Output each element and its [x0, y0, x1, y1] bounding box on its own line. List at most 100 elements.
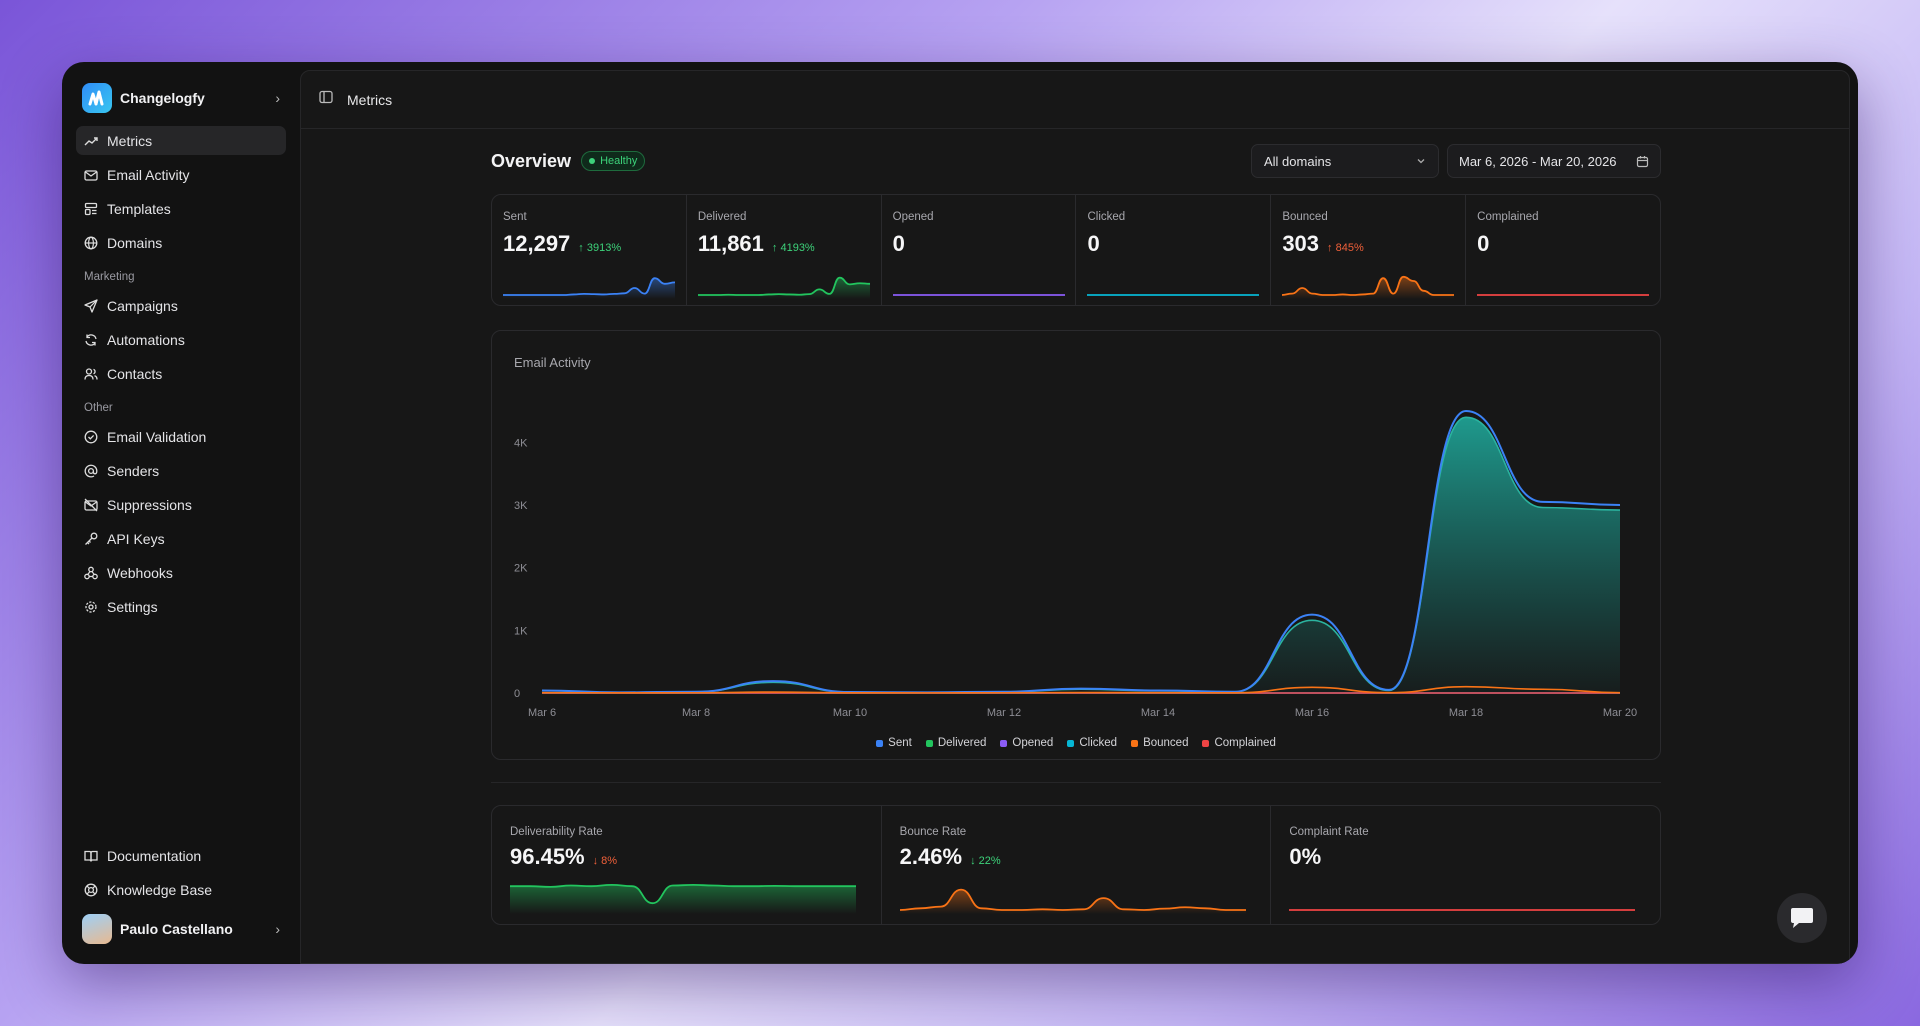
sidebar-item-automations[interactable]: Automations: [76, 325, 286, 354]
gear-icon: [85, 600, 97, 613]
sidebar-item-templates[interactable]: Templates: [76, 194, 286, 223]
filters: All domains Mar 6, 2026 - Mar 20, 2026: [1251, 144, 1661, 178]
legend-label: Opened: [1012, 737, 1054, 749]
date-range-picker[interactable]: Mar 6, 2026 - Mar 20, 2026: [1447, 144, 1661, 178]
sidebar-item-documentation[interactable]: Documentation: [76, 841, 286, 870]
sparkline: [510, 883, 856, 914]
main-panel: Metrics Overview Healthy All domains: [300, 70, 1850, 964]
workspace-name: Changelogfy: [120, 90, 205, 106]
chevron-down-icon: [1416, 154, 1426, 169]
refresh-icon: [85, 333, 97, 346]
metric-delta: ↓ 8%: [592, 855, 618, 867]
user-name: Paulo Castellano: [120, 921, 233, 937]
trending-up-icon: [84, 136, 98, 145]
status-dot-icon: [589, 158, 596, 164]
overview-title: Overview: [491, 150, 572, 171]
series-line-bounced: [541, 685, 1621, 694]
divider: [491, 782, 1661, 783]
sidebar-bottom: Documentation Knowledge Base Paulo Castel…: [76, 841, 286, 946]
globe-icon: [84, 236, 98, 249]
legend-swatch: [925, 739, 933, 747]
metric-delta: ↑ 845%: [1327, 242, 1364, 254]
calendar-icon: [1636, 155, 1649, 167]
sidebar-item-domains[interactable]: Domains: [76, 228, 286, 257]
metric-card-opened: Opened 0: [882, 195, 1077, 305]
sidebar-item-senders[interactable]: Senders: [76, 456, 286, 485]
sidebar-item-api-keys[interactable]: API Keys: [76, 524, 286, 553]
nav-marketing: Campaigns Automations Contacts: [76, 291, 286, 388]
domain-select[interactable]: All domains: [1251, 144, 1439, 178]
overview-header: Overview Healthy All domains Mar 6, 2026…: [491, 129, 1661, 193]
metric-value: 2.46%: [899, 844, 963, 869]
sidebar-item-label: Senders: [107, 462, 160, 479]
status-text: Healthy: [600, 155, 638, 167]
metric-card-complained: Complained 0: [1466, 195, 1660, 305]
legend-item-opened[interactable]: Opened: [1000, 737, 1053, 749]
metric-delta: ↑ 3913%: [578, 242, 622, 254]
metric-cards: Sent 12,297 ↑ 3913% Delivered 11,861 ↑ 4193% O…: [491, 194, 1661, 306]
metric-delta: ↓ 22%: [970, 855, 1001, 867]
users-icon: [84, 367, 98, 380]
sidebar-item-settings[interactable]: Settings: [76, 592, 286, 621]
metric-value: 11,861: [697, 231, 764, 256]
legend-item-complained[interactable]: Complained: [1202, 737, 1276, 749]
sidebar-item-label: Knowledge Base: [107, 881, 213, 898]
sidebar-item-label: Email Validation: [107, 428, 207, 445]
sidebar-item-campaigns[interactable]: Campaigns: [76, 291, 286, 320]
legend-item-bounced[interactable]: Bounced: [1131, 737, 1188, 749]
page-title: Metrics: [347, 91, 393, 108]
nav-bottom: Documentation Knowledge Base: [76, 841, 286, 904]
nav-main: Metrics Email Activity Templates Domains: [76, 126, 286, 257]
sidebar-item-label: Metrics: [107, 132, 153, 149]
webhook-icon: [84, 566, 98, 579]
x-tick-label: Mar 20: [1603, 707, 1637, 719]
metric-card-clicked: Clicked 0: [1076, 195, 1272, 305]
y-tick-label: 2K: [514, 563, 528, 575]
avatar: [82, 914, 112, 944]
workspace-switcher[interactable]: Changelogfy ›: [76, 82, 286, 114]
legend-item-delivered[interactable]: Delivered: [925, 737, 986, 749]
sidebar-item-label: Contacts: [107, 365, 163, 382]
legend-item-sent[interactable]: Sent: [876, 737, 912, 749]
metric-label: Clicked: [1087, 211, 1126, 223]
sidebar-item-contacts[interactable]: Contacts: [76, 359, 286, 388]
metric-label: Delivered: [697, 211, 747, 223]
metric-label: Sent: [503, 211, 527, 223]
sidebar-item-metrics[interactable]: Metrics: [76, 126, 286, 155]
sidebar-item-label: Documentation: [107, 847, 202, 864]
chart-title: Email Activity: [514, 355, 591, 370]
chat-button[interactable]: [1777, 893, 1827, 943]
metric-value-row: 2.46% ↓ 22%: [900, 844, 1253, 870]
metric-value: 96.45%: [510, 844, 585, 869]
sidebar-item-knowledge-base[interactable]: Knowledge Base: [76, 875, 286, 904]
sparkline: [1087, 294, 1260, 296]
sparkline: [899, 888, 1246, 914]
content: Overview Healthy All domains Mar 6, 2026…: [491, 129, 1661, 925]
metric-value: 12,297: [503, 231, 571, 256]
legend-swatch: [1131, 739, 1139, 747]
legend-item-clicked[interactable]: Clicked: [1067, 737, 1117, 749]
metric-label: Deliverability Rate: [510, 826, 603, 838]
sidebar-item-label: API Keys: [107, 530, 165, 547]
metric-value-row: 11,861 ↑ 4193%: [698, 231, 870, 257]
sidebar-item-suppressions[interactable]: Suppressions: [76, 490, 286, 519]
y-tick-label: 3K: [514, 500, 528, 512]
nav-other: Email Validation Senders Suppressions API K…: [76, 422, 286, 621]
sidebar-item-label: Suppressions: [107, 496, 192, 513]
user-menu[interactable]: Paulo Castellano ›: [76, 912, 286, 946]
sidebar-item-email-activity[interactable]: Email Activity: [76, 160, 286, 189]
email-activity-chart: Email Activity 0 1K 2K 3K 4K Mar 6 Mar 8 Mar 10…: [491, 330, 1661, 760]
metric-card-sent: Sent 12,297 ↑ 3913%: [492, 195, 687, 305]
sidebar-toggle-icon[interactable]: [319, 90, 333, 109]
metric-value-row: 0: [893, 231, 1065, 257]
sparkline: [1477, 294, 1650, 296]
mail-icon: [84, 169, 98, 181]
x-tick-label: Mar 18: [1449, 707, 1483, 719]
metric-value-row: 0: [1477, 231, 1649, 257]
sidebar-item-webhooks[interactable]: Webhooks: [76, 558, 286, 587]
x-tick-label: Mar 6: [528, 707, 556, 719]
status-badge: Healthy: [581, 151, 646, 171]
series-line-sent: [541, 409, 1621, 694]
sidebar-item-email-validation[interactable]: Email Validation: [76, 422, 286, 451]
legend-label: Sent: [888, 737, 912, 749]
